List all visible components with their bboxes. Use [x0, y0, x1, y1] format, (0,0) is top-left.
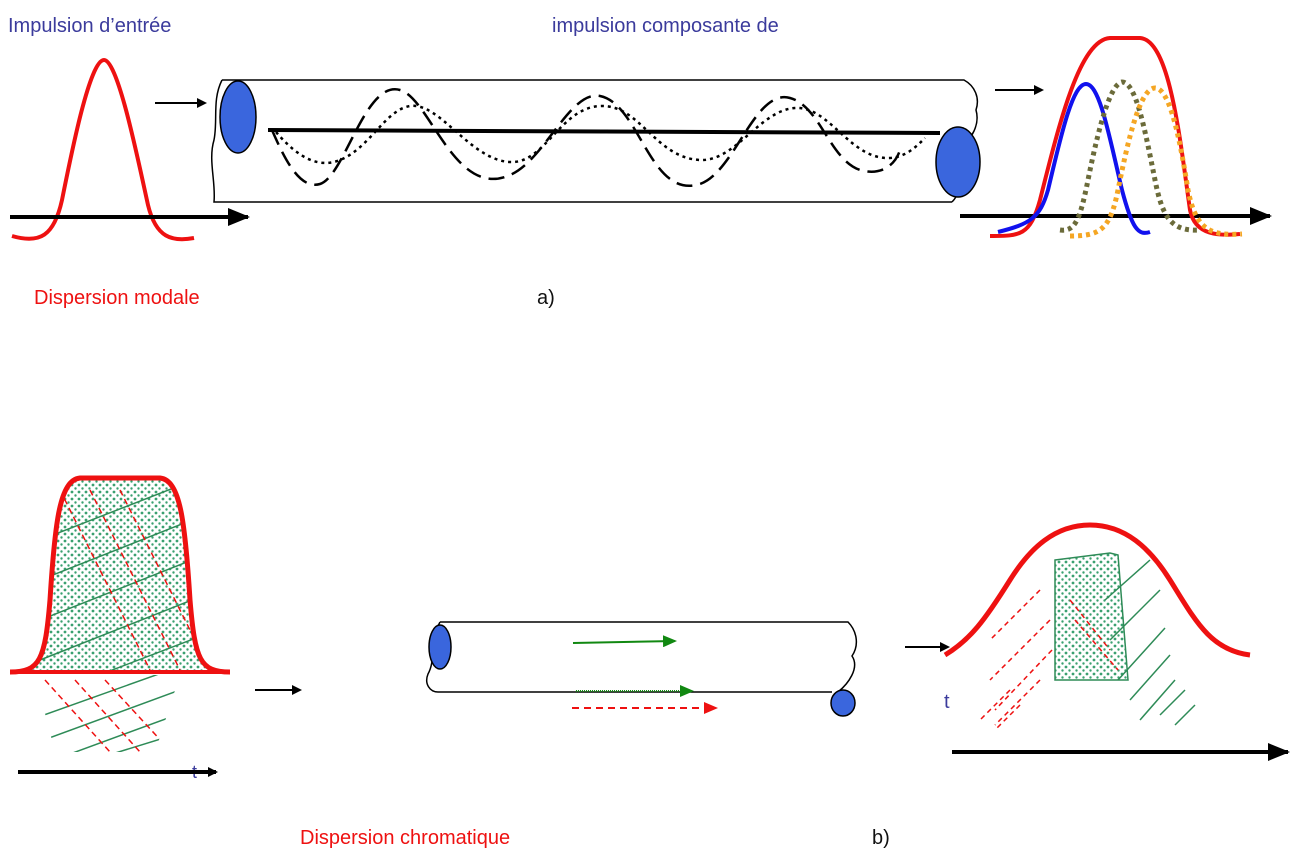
fiber-core-output-b: [830, 689, 856, 717]
input-pulse-curve: [11, 57, 195, 242]
output-mode-olive: [1059, 79, 1201, 233]
part-a-label: a): [537, 287, 555, 309]
output-mode-orange: [1069, 85, 1243, 239]
fast-wavelength-arrow-green: [572, 635, 677, 648]
fiber-tube-b: [426, 621, 858, 693]
fiber-core-input-a: [219, 80, 257, 154]
chromatic-input-pulse: [9, 475, 231, 752]
modal-dispersion-label: Dispersion modale: [34, 287, 200, 309]
chromatic-output-pulse: [943, 522, 1251, 731]
output-mode-blue: [997, 81, 1151, 235]
chromatic-dispersion-label: Dispersion chromatique: [300, 827, 511, 849]
component-pulse-label: impulsion composante de: [552, 15, 779, 37]
output-envelope-red: [989, 36, 1241, 238]
fiber-core-output-a: [935, 126, 981, 198]
higher-order-mode-dashed: [270, 88, 902, 188]
fiber-tube-a: [211, 79, 979, 203]
part-b-label: b): [872, 827, 890, 849]
input-pulse-label: Impulsion d’entrée: [8, 15, 172, 37]
fiber-core-input-b: [428, 624, 452, 670]
time-axis-label-right: t: [944, 691, 950, 713]
axial-mode-line: [267, 128, 941, 135]
